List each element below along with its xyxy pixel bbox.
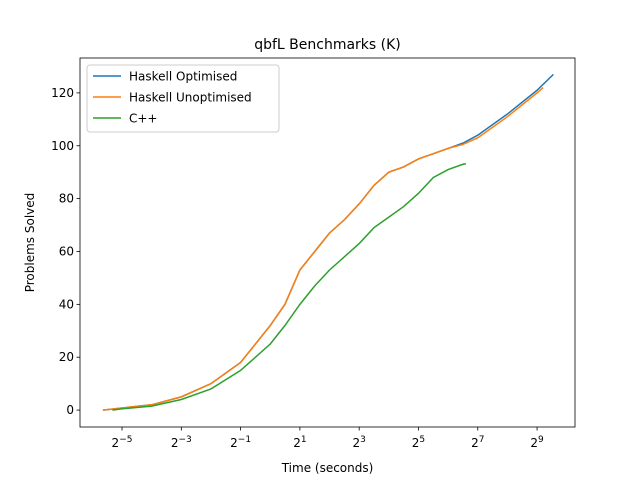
- legend-box: [86, 64, 280, 133]
- x-tick-label: 23: [353, 435, 366, 450]
- x-tick-label: 27: [471, 435, 484, 450]
- x-tick-label: 2−3: [171, 435, 192, 450]
- y-tick-label: 60: [59, 244, 74, 258]
- legend-label: Haskell Optimised: [129, 70, 237, 84]
- x-axis-label: Time (seconds): [281, 461, 374, 475]
- y-tick-label: 40: [59, 297, 74, 311]
- legend-label: Haskell Unoptimised: [129, 91, 252, 105]
- y-tick-label: 80: [59, 192, 74, 206]
- y-axis-label: Problems Solved: [23, 193, 37, 293]
- legend-label: C++: [129, 112, 158, 126]
- y-tick-label: 0: [66, 403, 74, 417]
- y-tick-label: 120: [51, 86, 74, 100]
- x-tick-label: 29: [530, 435, 544, 450]
- x-tick-label: 2−1: [230, 435, 251, 450]
- y-tick-label: 100: [51, 139, 74, 153]
- chart-title: qbfL Benchmarks (K): [254, 37, 401, 53]
- x-tick-label: 25: [412, 435, 425, 450]
- series-line: [112, 162, 467, 411]
- y-tick-label: 20: [59, 350, 74, 364]
- plot-frame: [79, 57, 576, 428]
- x-tick-label: 2−5: [112, 435, 133, 450]
- series-line: [102, 87, 544, 411]
- x-tick-label: 21: [293, 435, 306, 450]
